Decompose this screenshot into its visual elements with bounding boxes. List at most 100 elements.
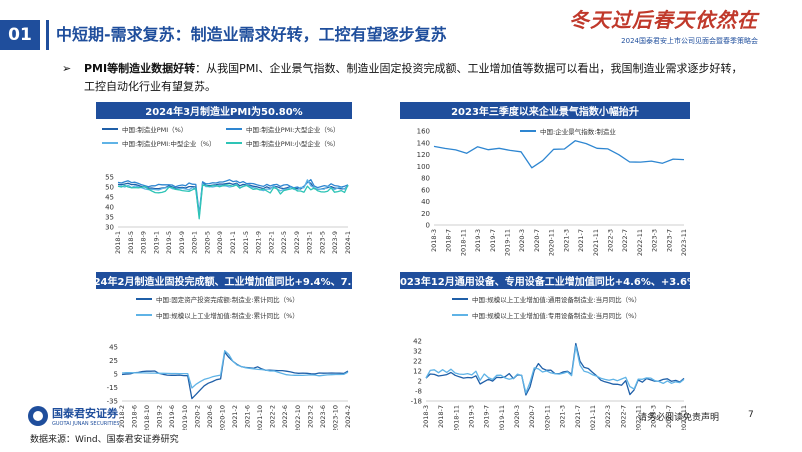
y-tick-label: 5	[114, 371, 118, 379]
x-tick-label: 2019-3	[474, 229, 482, 252]
x-tick-label: 2022-7	[621, 229, 629, 252]
y-tick-label: 120	[417, 151, 430, 159]
series-line	[121, 350, 349, 389]
bullet-arrow-icon: ➢	[62, 62, 72, 75]
disclaimer-link[interactable]: 请务必阅读免责声明	[638, 413, 720, 423]
x-tick-label: 2020-7	[533, 229, 541, 252]
chart-panel-equipment: 2023年12月通用设备、专用设备工业增加值同比+4.6%、+3.6% 中国:规…	[393, 272, 697, 430]
x-tick-label: 2024-2	[344, 405, 352, 428]
x-tick-label: 2023-2	[306, 405, 314, 428]
y-tick-label: 20	[421, 210, 430, 218]
x-tick-label: 2023-3	[650, 405, 658, 428]
chart-panel-climate: 2023年三季度以来企业景气指数小幅抬升 中国:企业景气指数:制造业 0 20 40 6…	[400, 102, 690, 267]
y-tick-label: 0	[426, 222, 430, 230]
x-tick-label: 2023-11	[680, 405, 688, 430]
chart-panel-fai: 2024年2月制造业固投完成额、工业增加值同比+9.4%、7.7% 中国:固定资…	[80, 272, 368, 430]
x-tick-label: 2023-9	[331, 231, 339, 254]
x-tick-label: 2019-3	[468, 405, 476, 428]
chart-fai: 中国:固定资产投资完成额:制造业:累计同比（%） 中国:规模以上工业增加值:制造业…	[107, 295, 352, 430]
bullet-text: ：从我国PMI、企业景气指数、制造业固定投资完成额、工业增加值等数据可以看出，我…	[84, 62, 743, 93]
x-tick-label: 2020-11	[543, 405, 551, 430]
x-tick-label: 2018-10	[143, 405, 151, 430]
data-source: 数据来源：Wind、国泰君安证券研究	[30, 435, 179, 445]
bullet-point: ➢ PMI等制造业数据好转：从我国PMI、企业景气指数、制造业固定投资完成额、工…	[62, 60, 752, 96]
x-tick-label: 2021-7	[577, 229, 585, 252]
x-tick-label: 2018-2	[118, 405, 126, 428]
y-tick-label: -18	[411, 398, 422, 406]
y-tick-label: 40	[105, 204, 114, 212]
x-tick-label: 2023-7	[665, 229, 673, 252]
x-tick-label: 2020-9	[216, 231, 224, 254]
series-line	[425, 345, 685, 394]
chart-title: 2024年2月制造业固投完成额、工业增加值同比+9.4%、7.7%	[80, 272, 368, 289]
x-tick-label: 2023-7	[665, 405, 673, 428]
header-divider	[46, 20, 49, 50]
x-tick-label: 2022-3	[606, 229, 614, 252]
y-tick-label: 45	[109, 344, 118, 352]
x-tick-label: 2018-7	[445, 229, 453, 252]
page-title: 中短期-需求复苏：制造业需求好转，工控有望逐步复苏	[56, 25, 447, 44]
x-tick-label: 2019-11	[498, 405, 506, 430]
legend-entry: 中国:规模以上工业增加值:制造业:累计同比（%）	[156, 311, 299, 320]
x-tick-label: 2018-11	[459, 229, 467, 256]
x-tick-label: 2022-6	[281, 405, 289, 428]
x-tick-label: 2018-3	[430, 229, 438, 252]
y-tick-label: -8	[415, 388, 422, 396]
x-tick-label: 2019-7	[483, 405, 491, 428]
x-tick-label: 2020-3	[513, 405, 521, 428]
x-tick-label: 2019-7	[489, 229, 497, 252]
y-tick-label: 12	[413, 368, 422, 376]
x-tick-label: 2021-11	[592, 229, 600, 256]
x-tick-label: 2019-2	[156, 405, 164, 428]
chart-equipment: 中国:规模以上工业增加值:通用设备制造业:当月同比（%） 中国:规模以上工业增加值…	[411, 295, 688, 430]
legend-entry: 中国:规模以上工业增加值:通用设备制造业:当月同比（%）	[472, 295, 641, 304]
chart-title: 2024年3月制造业PMI为50.80%	[96, 102, 352, 119]
y-tick-label: 40	[421, 198, 430, 206]
x-tick-label: 2019-11	[504, 229, 512, 256]
y-tick-label: 45	[105, 194, 114, 202]
x-tick-label: 2022-2	[269, 405, 277, 428]
series-line	[117, 178, 349, 215]
x-tick-label: 2021-6	[244, 405, 252, 428]
x-tick-label: 2022-5	[280, 231, 288, 254]
x-tick-label: 2019-9	[178, 231, 186, 254]
x-tick-label: 2018-7	[437, 405, 445, 428]
x-tick-label: 2020-6	[206, 405, 214, 428]
y-tick-label: 22	[413, 358, 422, 366]
y-tick-label: 100	[417, 163, 430, 171]
x-tick-label: 2023-5	[318, 231, 326, 254]
x-tick-label: 2021-5	[242, 231, 250, 254]
y-tick-label: 32	[413, 348, 422, 356]
x-tick-label: 2018-11	[452, 405, 460, 430]
legend-entry: 中国:规模以上工业增加值:专用设备制造业:当月同比（%）	[472, 311, 641, 320]
chart-title: 2023年12月通用设备、专用设备工业增加值同比+4.6%、+3.6%	[393, 272, 697, 289]
x-tick-label: 2021-2	[231, 405, 239, 428]
x-tick-label: 2022-1	[267, 231, 275, 254]
x-tick-label: 2020-7	[528, 405, 536, 428]
legend-entry: 中国:企业景气指数:制造业	[540, 127, 616, 136]
x-tick-label: 2019-5	[165, 231, 173, 254]
series-line	[425, 342, 685, 396]
y-tick-label: 50	[105, 184, 114, 192]
x-tick-label: 2018-3	[422, 405, 430, 428]
x-tick-label: 2019-6	[168, 405, 176, 428]
x-tick-label: 2023-1	[306, 231, 314, 254]
legend-entry: 中国:制造业PMI:中型企业（%）	[122, 139, 216, 148]
x-tick-label: 2023-6	[319, 405, 327, 428]
x-tick-label: 2022-3	[604, 405, 612, 428]
chart-title: 2023年三季度以来企业景气指数小幅抬升	[400, 102, 690, 119]
x-tick-label: 2020-10	[218, 405, 226, 430]
x-tick-label: 2018-1	[114, 231, 122, 254]
y-tick-label: 60	[421, 186, 430, 194]
x-tick-label: 2021-1	[229, 231, 237, 254]
y-tick-label: 55	[105, 174, 114, 182]
y-tick-label: -15	[107, 384, 118, 392]
legend-entry: 中国:固定资产投资完成额:制造业:累计同比（%）	[156, 295, 299, 304]
y-tick-label: -35	[107, 398, 118, 406]
y-tick-label: 140	[417, 139, 430, 147]
chart-pmi: 中国:制造业PMI（%） 中国:制造业PMI:大型企业（%） 中国:制造业PMI:中…	[102, 125, 352, 254]
x-tick-label: 2022-9	[293, 231, 301, 254]
logo-name-en: GUOTAI JUNAN SECURITIES	[52, 421, 120, 427]
x-tick-label: 2021-9	[255, 231, 263, 254]
series-line	[433, 140, 685, 169]
